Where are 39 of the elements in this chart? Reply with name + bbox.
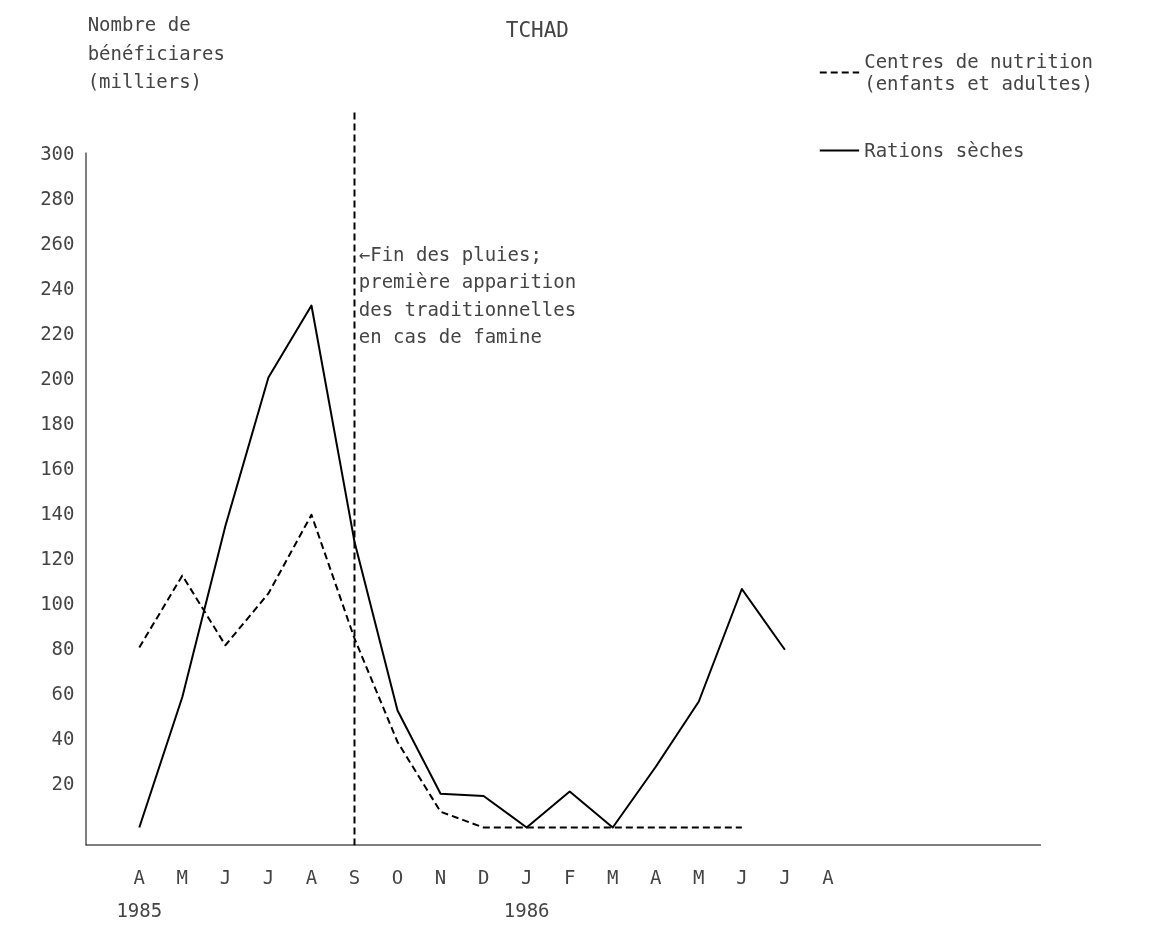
x-tick-label: J	[779, 865, 791, 888]
y-axis-title: Nombre de bénéficiares (milliers)	[87, 13, 225, 93]
y-tick-label: 60	[51, 681, 75, 704]
y-tick-label: 300	[40, 141, 75, 164]
x-tick-label: N	[434, 865, 447, 888]
x-tick-label: J	[262, 865, 275, 888]
chart-title: TCHAD	[505, 17, 570, 42]
y-tick-label: 40	[51, 726, 75, 749]
x-tick-label: A	[822, 865, 835, 888]
x-tick-label: A	[305, 865, 318, 888]
x-tick-label: A	[133, 865, 146, 888]
y-tick-label: 100	[40, 591, 75, 614]
x-tick-label: J	[736, 865, 748, 888]
x-tick-label: M	[176, 865, 189, 888]
x-tick-label: O	[391, 865, 404, 888]
legend-label: Centres de nutrition (enfants et adultes)	[864, 49, 1093, 96]
y-tick-label: 160	[40, 456, 75, 479]
x-tick-label: F	[563, 865, 576, 888]
y-tick-label: 80	[51, 636, 75, 659]
y-tick-label: 260	[40, 231, 75, 254]
x-tick-label: M	[607, 865, 619, 888]
y-tick-label: 220	[40, 321, 75, 344]
y-tick-label: 200	[40, 366, 75, 389]
x-tick-label: J	[520, 865, 533, 888]
x-tick-label: M	[693, 865, 705, 888]
y-tick-label: 20	[51, 771, 75, 794]
y-tick-label: 280	[40, 186, 75, 209]
x-tick-label: J	[219, 865, 232, 888]
y-tick-label: 240	[40, 276, 75, 299]
text: 1985	[116, 898, 163, 921]
text: 1986	[503, 898, 550, 921]
y-tick-label: 140	[40, 501, 75, 524]
ref-line-label: ←Fin des pluies; première apparition des traditionnelles en cas de famine	[358, 242, 577, 347]
x-tick-label: A	[650, 865, 663, 888]
y-tick-label: 120	[40, 546, 75, 569]
x-tick-label: D	[477, 865, 490, 888]
y-tick-label: 180	[40, 411, 75, 434]
x-tick-label: S	[348, 865, 361, 888]
legend-label: Rations sèches	[864, 138, 1025, 163]
